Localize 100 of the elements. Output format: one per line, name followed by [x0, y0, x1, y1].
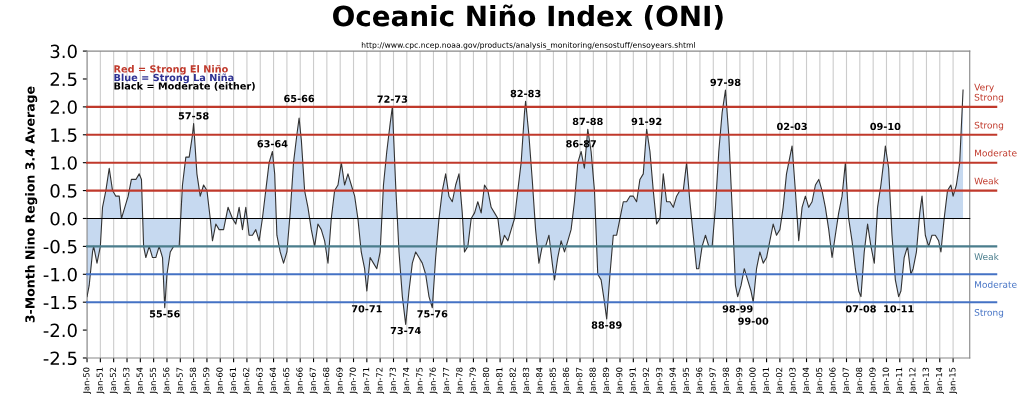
- x-tick-label: Jan-55: [149, 367, 158, 394]
- y-tick-label: 1.5: [51, 128, 77, 142]
- x-tick-label: Jan-84: [536, 367, 545, 394]
- x-tick-label: Jan-08: [855, 367, 864, 394]
- annotation: 87-88: [572, 117, 603, 126]
- chart-title: Oceanic Niño Index (ONI): [333, 4, 723, 30]
- y-tick-label: 3.0: [50, 44, 77, 59]
- y-tick-label: 2.0: [50, 100, 77, 114]
- x-tick-label: Jan-05: [815, 367, 824, 394]
- annotation: 70-71: [351, 305, 382, 313]
- x-tick-label: Jan-79: [469, 367, 478, 394]
- x-tick-label: Jan-90: [616, 367, 624, 394]
- x-tick-label: Jan-88: [589, 367, 598, 394]
- x-tick-label: Jan-92: [642, 367, 651, 394]
- annotation: 65-66: [284, 94, 315, 103]
- x-tick-label: Jan-98: [722, 367, 731, 394]
- x-tick-label: Jan-70: [349, 367, 358, 394]
- y-tick-label: -2.5: [43, 351, 77, 366]
- x-tick-label: Jan-07: [842, 367, 851, 394]
- x-tick-label: Jan-54: [136, 367, 145, 394]
- x-tick-label: Jan-64: [269, 367, 278, 394]
- x-tick-label: Jan-53: [123, 367, 131, 394]
- annotation: 07-08: [845, 305, 876, 313]
- x-tick-label: Jan-51: [96, 367, 105, 394]
- x-tick-label: Jan-57: [176, 367, 185, 394]
- ref-line-label: Very Strong: [974, 83, 1004, 103]
- annotation: 09-10: [870, 122, 901, 131]
- x-tick-label: Jan-74: [403, 367, 411, 394]
- x-tick-label: Jan-82: [509, 367, 518, 394]
- ref-line-label: Strong: [974, 121, 1004, 131]
- y-tick-label: 0.0: [50, 211, 77, 226]
- annotation: 10-11: [884, 305, 914, 313]
- x-tick-label: Jan-60: [216, 367, 225, 394]
- annotation: 57-58: [178, 112, 209, 120]
- x-tick-label: Jan-87: [576, 367, 584, 394]
- annotation: 73-74: [390, 326, 421, 335]
- annotation: 72-73: [377, 95, 408, 103]
- x-tick-label: Jan-04: [802, 367, 811, 394]
- x-tick-label: Jan-72: [376, 367, 385, 394]
- x-tick-label: Jan-95: [682, 367, 691, 394]
- x-tick-label: Jan-68: [322, 367, 331, 394]
- x-tick-label: Jan-96: [696, 367, 704, 394]
- x-tick-label: Jan-52: [109, 367, 118, 394]
- x-tick-label: Jan-09: [869, 367, 878, 394]
- x-tick-label: Jan-14: [936, 367, 944, 394]
- annotation: 97-98: [710, 78, 741, 87]
- x-tick-label: Jan-62: [243, 367, 251, 394]
- x-tick-label: Jan-58: [189, 367, 198, 394]
- ref-line-label: Moderate: [975, 280, 1017, 288]
- x-tick-label: Jan-67: [309, 367, 318, 394]
- x-tick-label: Jan-59: [203, 367, 211, 394]
- annotation: 88-89: [591, 321, 622, 329]
- x-tick-label: Jan-66: [296, 367, 305, 394]
- x-tick-label: Jan-75: [416, 367, 425, 394]
- x-tick-label: Jan-85: [549, 367, 558, 394]
- x-tick-label: Jan-91: [629, 367, 638, 394]
- ref-line-label: Moderate: [975, 149, 1017, 157]
- x-tick-label: Jan-03: [789, 367, 798, 394]
- x-tick-label: Jan-80: [482, 367, 491, 394]
- x-tick-label: Jan-94: [669, 367, 678, 394]
- x-tick-label: Jan-01: [762, 367, 771, 394]
- x-tick-label: Jan-99: [736, 367, 744, 394]
- annotation: Black = Moderate (either): [114, 82, 255, 91]
- annotation: 91-92: [631, 117, 662, 126]
- x-tick-label: Jan-61: [229, 367, 238, 394]
- x-tick-label: Jan-69: [336, 367, 345, 394]
- x-tick-label: Jan-12: [909, 367, 918, 394]
- x-tick-label: Jan-50: [83, 367, 92, 394]
- ref-line-label: Weak: [974, 253, 999, 261]
- x-tick-label: Jan-11: [896, 367, 904, 394]
- y-tick-label: -1.5: [43, 295, 77, 310]
- x-tick-label: Jan-15: [949, 367, 958, 394]
- x-tick-label: Jan-06: [829, 367, 838, 394]
- x-tick-label: Jan-86: [562, 367, 571, 394]
- ref-line-label: Strong: [974, 309, 1004, 318]
- annotation: 99-00: [738, 317, 769, 325]
- annotation: 55-56: [149, 310, 180, 318]
- annotation: 63-64: [257, 140, 288, 148]
- x-tick-label: Jan-10: [882, 367, 891, 394]
- x-tick-label: Jan-73: [389, 367, 398, 394]
- x-tick-label: Jan-00: [749, 367, 758, 394]
- ref-line-label: Weak: [974, 177, 999, 185]
- annotation: 02-03: [776, 122, 807, 131]
- x-tick-label: Jan-83: [522, 367, 531, 394]
- y-axis-title: 3-Month Nino Region 3.4 Average: [25, 86, 38, 323]
- annotation: 82-83: [510, 89, 541, 98]
- x-tick-label: Jan-02: [776, 367, 784, 394]
- y-tick-label: 1.0: [51, 156, 77, 170]
- x-tick-label: Jan-97: [709, 367, 718, 394]
- x-tick-label: Jan-65: [283, 367, 291, 394]
- x-tick-label: Jan-13: [922, 367, 931, 394]
- x-tick-label: Jan-63: [256, 367, 265, 394]
- y-tick-label: -1.0: [43, 267, 77, 282]
- x-tick-label: Jan-78: [456, 367, 465, 394]
- x-tick-label: Jan-89: [602, 367, 611, 394]
- x-tick-label: Jan-77: [443, 367, 451, 394]
- annotation: 75-76: [417, 310, 448, 318]
- y-tick-label: -2.0: [43, 323, 77, 338]
- x-tick-label: Jan-76: [429, 367, 438, 394]
- x-tick-label: Jan-71: [363, 367, 371, 394]
